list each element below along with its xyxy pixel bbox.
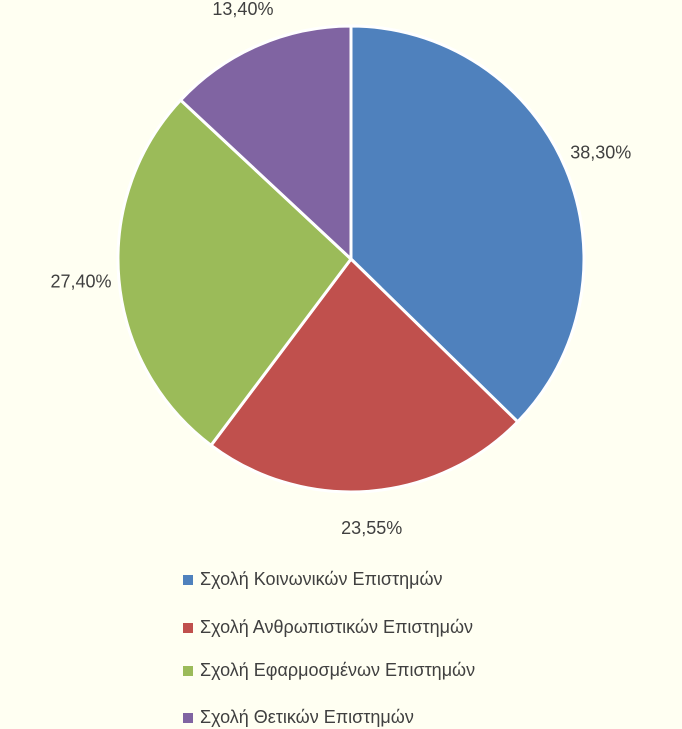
legend-label: Σχολή Κοινωνικών Επιστημών [200, 569, 443, 589]
legend-swatch [183, 623, 193, 633]
data-label: 13,40% [212, 0, 273, 19]
legend-label: Σχολή Ανθρωπιστικών Επιστημών [200, 617, 473, 637]
data-label: 38,30% [570, 143, 631, 163]
pie-slice [116, 97, 354, 448]
legend-label: Σχολή Εφαρμοσμένων Επιστημών [200, 660, 475, 680]
pie-slice [208, 256, 520, 494]
legend-swatch [183, 666, 193, 676]
legend-swatch [183, 575, 193, 585]
pie-slice [178, 24, 353, 263]
pie-slice [349, 24, 586, 424]
data-label: 23,55% [341, 518, 402, 538]
legend-label: Σχολή Θετικών Επιστημών [200, 707, 414, 727]
data-label: 27,40% [51, 272, 112, 292]
legend-swatch [183, 713, 193, 723]
